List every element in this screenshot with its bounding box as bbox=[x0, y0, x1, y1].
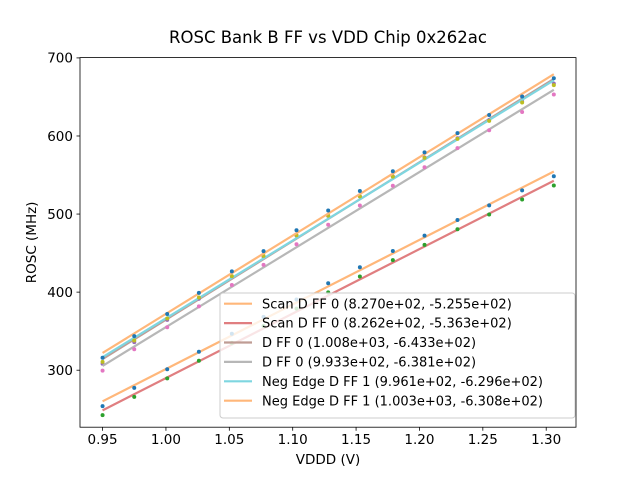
scatter-point bbox=[229, 269, 234, 274]
scatter-point bbox=[132, 338, 137, 343]
scatter-point bbox=[261, 249, 266, 254]
scatter-point bbox=[229, 274, 234, 279]
scatter-point bbox=[520, 197, 525, 202]
plot-border bbox=[79, 57, 577, 428]
scatter-point bbox=[455, 146, 460, 151]
scatter-point bbox=[294, 242, 299, 247]
x-tick-label: 1.30 bbox=[531, 432, 561, 448]
scatter-point bbox=[551, 92, 556, 97]
scatter-point bbox=[520, 188, 525, 193]
scatter-point bbox=[487, 203, 492, 208]
scatter-point bbox=[520, 109, 525, 114]
scatter-point bbox=[196, 295, 201, 300]
scatter-point bbox=[326, 281, 331, 286]
scatter-point bbox=[165, 376, 170, 381]
scatter-point bbox=[390, 183, 395, 188]
y-tick-label: 700 bbox=[47, 51, 73, 67]
legend-entry-label: D FF 0 (1.008e+03, -6.433e+02) bbox=[262, 336, 476, 351]
scatter-point bbox=[455, 131, 460, 136]
scatter-point bbox=[487, 113, 492, 118]
scatter-point bbox=[487, 212, 492, 217]
scatter-point bbox=[196, 290, 201, 295]
scatter-point bbox=[422, 155, 427, 160]
scatter-point bbox=[551, 83, 556, 88]
scatter-point bbox=[357, 274, 362, 279]
scatter-point bbox=[551, 183, 556, 188]
scatter-point bbox=[455, 217, 460, 222]
scatter-point bbox=[229, 283, 234, 288]
scatter-point bbox=[196, 358, 201, 363]
scatter-point bbox=[551, 174, 556, 179]
scatter-point bbox=[100, 368, 105, 373]
x-tick-label: 1.25 bbox=[468, 432, 498, 448]
scatter-point bbox=[455, 227, 460, 232]
scatter-point bbox=[357, 203, 362, 208]
scatter-point bbox=[390, 248, 395, 253]
scatter-point bbox=[422, 233, 427, 238]
scatter-point bbox=[422, 242, 427, 247]
scatter-point bbox=[196, 304, 201, 309]
chart-title: ROSC Bank B FF vs VDD Chip 0x262ac bbox=[169, 28, 487, 47]
scatter-point bbox=[100, 355, 105, 360]
y-tick-label: 600 bbox=[47, 129, 73, 145]
fit-line bbox=[101, 73, 555, 354]
scatter-point bbox=[520, 94, 525, 99]
scatter-point bbox=[100, 413, 105, 418]
scatter-point bbox=[132, 334, 137, 339]
scatter-point bbox=[520, 100, 525, 105]
x-tick-label: 0.95 bbox=[88, 432, 118, 448]
legend: Scan D FF 0 (8.270e+02, -5.255e+02) Scan … bbox=[219, 292, 576, 419]
scatter-point bbox=[132, 347, 137, 352]
legend-entry-label: Scan D FF 0 (8.262e+02, -5.363e+02) bbox=[262, 317, 512, 332]
scatter-point bbox=[357, 189, 362, 194]
scatter-point bbox=[100, 359, 105, 364]
scatter-point bbox=[551, 76, 556, 81]
scatter-point bbox=[422, 165, 427, 170]
legend-entry-label: Scan D FF 0 (8.270e+02, -5.255e+02) bbox=[262, 297, 512, 312]
legend-entry-label: Neg Edge D FF 1 (9.961e+02, -6.296e+02) bbox=[262, 375, 543, 390]
fit-line bbox=[101, 88, 555, 367]
x-tick-label: 1.00 bbox=[151, 432, 181, 448]
scatter-point bbox=[165, 311, 170, 316]
scatter-point bbox=[487, 118, 492, 123]
x-axis-label: VDDD (V) bbox=[296, 452, 360, 468]
y-tick-label: 300 bbox=[47, 363, 73, 379]
scatter-point bbox=[390, 174, 395, 179]
scatter-point bbox=[165, 316, 170, 321]
x-tick-label: 1.15 bbox=[341, 432, 371, 448]
scatter-point bbox=[487, 128, 492, 133]
scatter-point bbox=[390, 258, 395, 263]
x-tick-label: 1.10 bbox=[278, 432, 308, 448]
scatter-point bbox=[132, 385, 137, 390]
scatter-point bbox=[132, 394, 137, 399]
scatter-point bbox=[165, 367, 170, 372]
legend-box bbox=[219, 292, 576, 419]
scatter-point bbox=[294, 228, 299, 233]
fit-line bbox=[101, 79, 555, 359]
fit-line bbox=[102, 170, 555, 403]
y-tick-label: 400 bbox=[47, 285, 73, 301]
scatter-point bbox=[196, 349, 201, 354]
x-tick-label: 1.05 bbox=[214, 432, 244, 448]
axes-layer: 0.95 1.00 1.05 1.10 1.15 1.20 1.25 1.30 300 400 50… bbox=[47, 51, 577, 448]
legend-entry-label: Neg Edge D FF 1 (1.003e+03, -6.308e+02) bbox=[262, 394, 543, 409]
y-tick-label: 500 bbox=[47, 207, 73, 223]
scatter-point bbox=[357, 265, 362, 270]
legend-entry-label: D FF 0 (9.933e+02, -6.381e+02) bbox=[262, 356, 476, 371]
scatter-point bbox=[261, 262, 266, 267]
scatter-point bbox=[326, 222, 331, 227]
scatter-point bbox=[390, 169, 395, 174]
scatter-point bbox=[165, 325, 170, 330]
x-tick-label: 1.20 bbox=[404, 432, 434, 448]
y-axis-label: ROSC (MHz) bbox=[24, 202, 40, 284]
scatter-point bbox=[455, 136, 460, 141]
scatter-point bbox=[100, 404, 105, 409]
scatter-point bbox=[326, 208, 331, 213]
scatter-point bbox=[422, 150, 427, 155]
